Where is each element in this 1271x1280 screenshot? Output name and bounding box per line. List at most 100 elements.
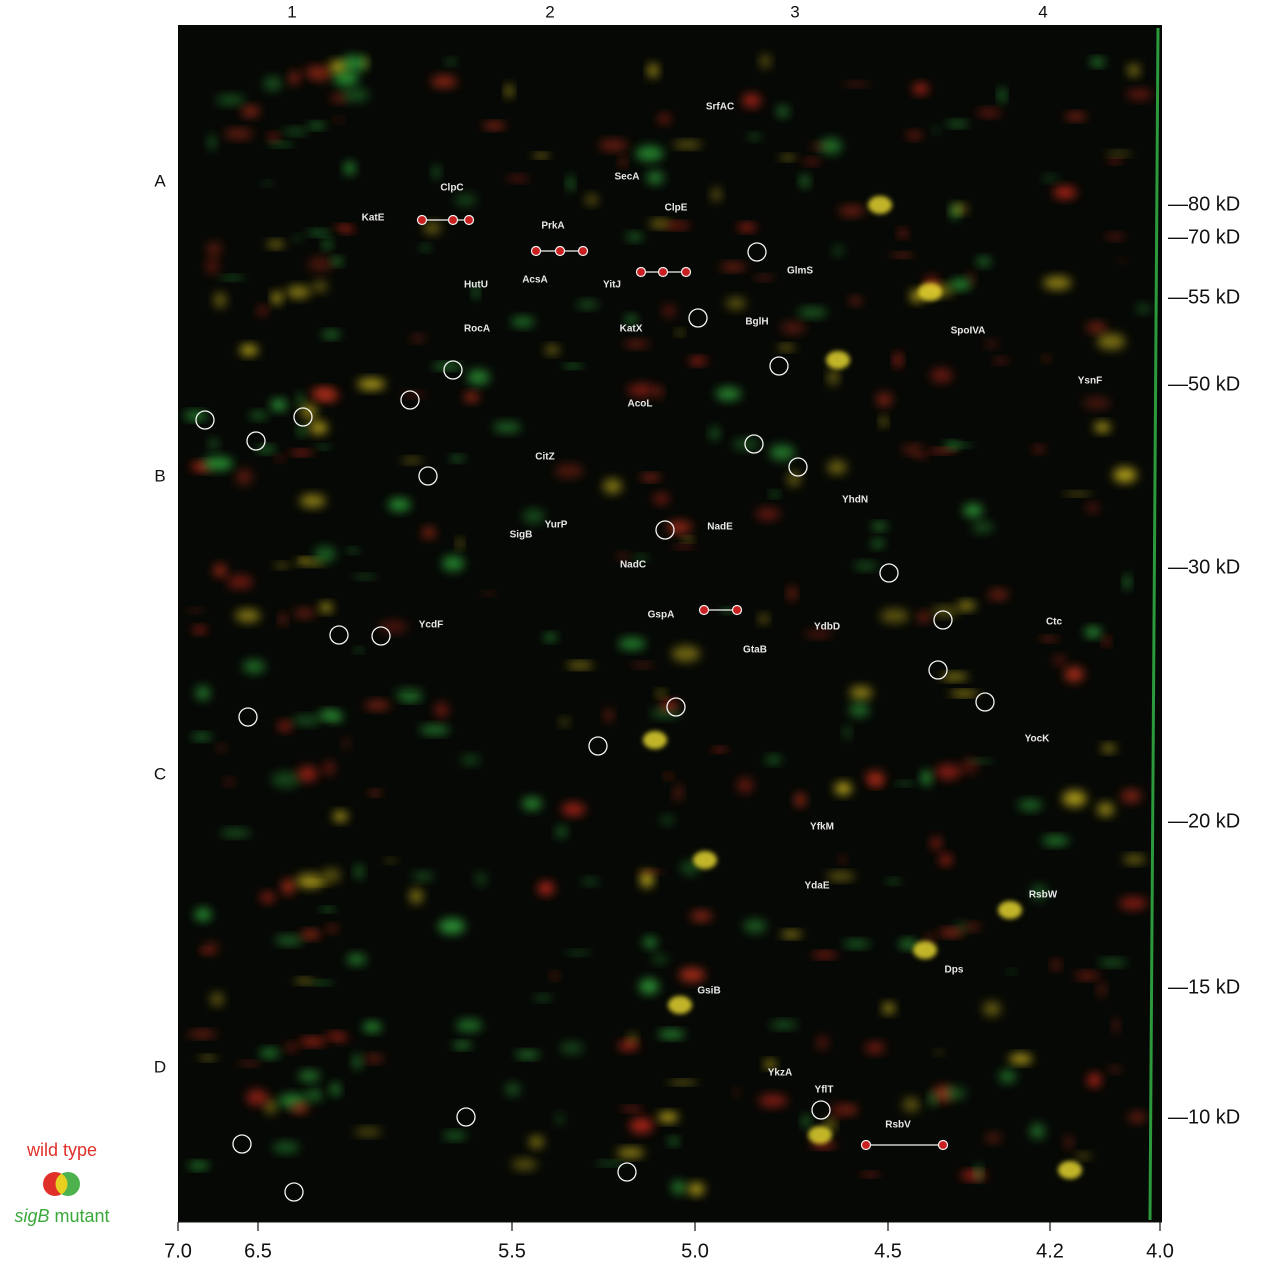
- spot: [309, 421, 328, 435]
- spot: [1135, 304, 1152, 314]
- spot: [213, 564, 227, 577]
- spot: [913, 941, 937, 959]
- spot: [270, 398, 288, 411]
- spot: [988, 589, 1009, 600]
- spot: [482, 122, 506, 129]
- mw-label: —50 kD: [1168, 373, 1240, 395]
- spot: [1126, 89, 1153, 100]
- spot: [401, 391, 427, 398]
- spot: [207, 134, 217, 150]
- spot-node: [698, 604, 710, 616]
- spot: [1090, 58, 1105, 66]
- spot-ring: [400, 390, 420, 410]
- protein-label: YfkM: [810, 822, 834, 833]
- spot: [388, 498, 411, 512]
- spot: [410, 334, 426, 342]
- spot-node: [680, 266, 692, 278]
- spot: [1087, 1073, 1101, 1087]
- spot: [660, 700, 679, 711]
- spot: [298, 1070, 321, 1081]
- spot-ring: [747, 242, 767, 262]
- spot: [627, 383, 657, 397]
- spot: [982, 1001, 1001, 1017]
- spot: [195, 685, 211, 701]
- spot: [1065, 112, 1087, 121]
- spot: [323, 761, 336, 776]
- spot: [304, 1088, 323, 1102]
- spot: [506, 175, 530, 182]
- spot: [712, 747, 727, 753]
- spot: [242, 659, 266, 674]
- spot: [777, 344, 795, 351]
- spot: [320, 907, 335, 912]
- legend-overlap: [55, 1173, 68, 1195]
- spot: [1116, 258, 1126, 263]
- spot: [322, 331, 341, 339]
- spot: [935, 1050, 944, 1055]
- spot: [460, 755, 480, 765]
- spot: [279, 613, 287, 625]
- spot: [354, 864, 364, 880]
- spot: [976, 257, 991, 267]
- spot: [576, 300, 599, 309]
- spot: [317, 710, 339, 719]
- spot: [191, 733, 212, 741]
- mw-label: —30 kD: [1168, 556, 1240, 578]
- protein-label: YdbD: [814, 622, 840, 633]
- spot: [346, 953, 367, 965]
- spot: [682, 536, 693, 542]
- ph-label: 4.5: [874, 1240, 902, 1262]
- spot: [732, 438, 760, 450]
- spot: [585, 194, 598, 205]
- spot: [673, 544, 695, 549]
- spot: [1043, 276, 1072, 290]
- spot-ring: [329, 625, 349, 645]
- spot: [690, 910, 713, 922]
- spot: [944, 442, 960, 450]
- spot: [1097, 802, 1115, 817]
- spot: [964, 923, 981, 931]
- protein-label: GlmS: [787, 266, 813, 277]
- spot: [640, 474, 661, 481]
- spot: [1128, 1111, 1147, 1123]
- spot: [794, 793, 806, 807]
- spot: [635, 145, 664, 162]
- spot: [999, 1069, 1016, 1084]
- spot: [1086, 503, 1099, 513]
- spot: [930, 836, 942, 850]
- spot: [1042, 836, 1070, 846]
- protein-label: GtaB: [743, 645, 767, 656]
- protein-label: NadE: [707, 522, 733, 533]
- spot: [673, 785, 683, 801]
- spot: [646, 170, 664, 185]
- spot: [299, 1037, 327, 1046]
- spot: [274, 563, 290, 569]
- spot: [764, 1060, 776, 1069]
- spot: [895, 781, 915, 786]
- spot: [616, 1148, 645, 1158]
- spot: [263, 76, 283, 91]
- column-label: 1: [287, 2, 296, 21]
- spot: [1096, 333, 1126, 350]
- spot: [266, 240, 285, 248]
- spot-node: [577, 245, 589, 257]
- spot: [333, 811, 348, 822]
- spot: [438, 918, 466, 935]
- spot: [205, 258, 219, 275]
- spot: [1084, 627, 1102, 638]
- spot: [673, 141, 702, 149]
- spot: [249, 411, 268, 420]
- spot: [561, 802, 586, 816]
- spot: [693, 851, 717, 869]
- spot-ring: [788, 457, 808, 477]
- protein-label: Ctc: [1046, 617, 1063, 628]
- spot-ring: [588, 736, 608, 756]
- spot: [720, 263, 747, 271]
- spot: [454, 193, 477, 207]
- spot-ring: [744, 434, 764, 454]
- spot: [1119, 897, 1148, 910]
- spot: [629, 1117, 654, 1134]
- mw-label: —70 kD: [1168, 226, 1240, 248]
- protein-label: NadC: [620, 560, 646, 571]
- spot: [260, 892, 275, 903]
